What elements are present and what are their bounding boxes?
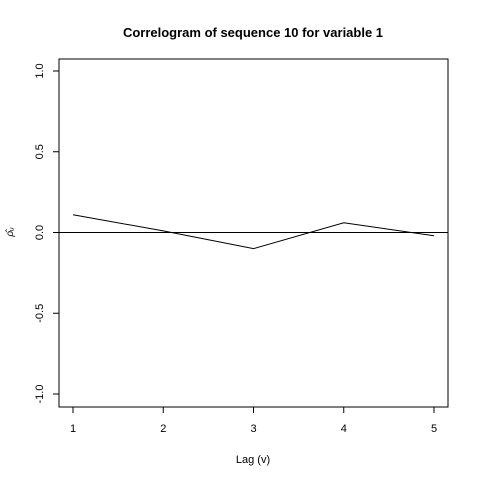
y-tick-label: 0.5 xyxy=(34,144,46,159)
x-tick-label: 1 xyxy=(70,423,76,435)
y-tick-label: -0.5 xyxy=(34,304,46,323)
x-tick-label: 5 xyxy=(431,423,437,435)
y-axis-label: ρ̂ᵤ xyxy=(4,227,16,238)
y-axis: -1.0 -0.5 0.0 0.5 1.0 xyxy=(34,63,60,404)
y-tick-label: 1.0 xyxy=(34,63,46,78)
y-tick-label: -1.0 xyxy=(34,385,46,404)
chart-title: Correlogram of sequence 10 for variable … xyxy=(123,25,383,40)
autocorrelation-series-line xyxy=(72,214,435,250)
x-tick-label: 4 xyxy=(341,423,347,435)
y-tick-label: 0.0 xyxy=(34,225,46,240)
x-axis: 1 2 3 4 5 xyxy=(70,406,437,435)
series-group xyxy=(72,214,435,250)
x-tick-label: 3 xyxy=(250,423,256,435)
x-tick-label: 2 xyxy=(160,423,166,435)
x-axis-label: Lag (v) xyxy=(236,454,270,466)
